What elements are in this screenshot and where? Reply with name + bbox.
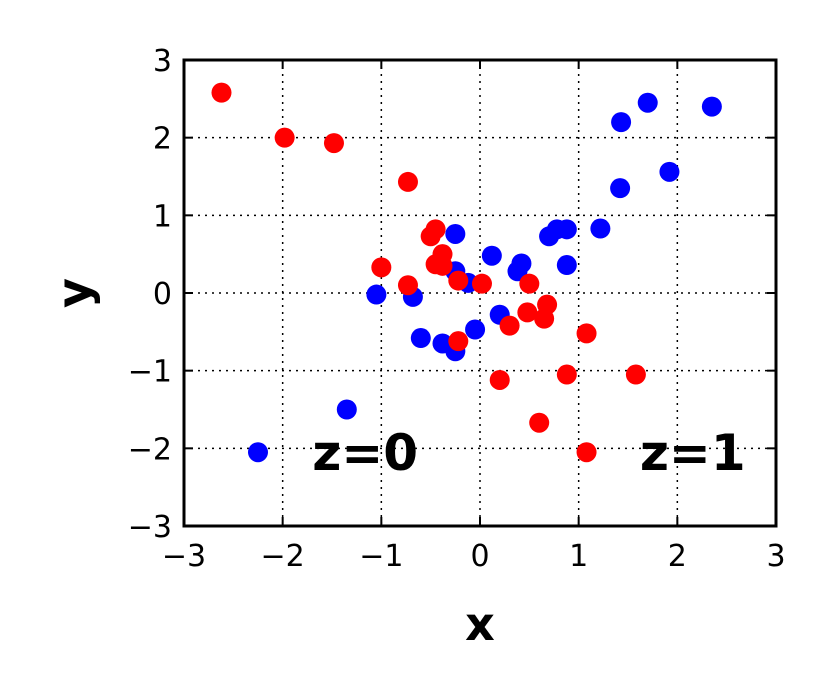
y-tick-label: −1 xyxy=(128,355,172,390)
y-tick-label: 3 xyxy=(153,44,172,79)
data-point-blue xyxy=(465,319,486,340)
x-tick-label: 0 xyxy=(470,539,489,574)
data-point-red xyxy=(397,171,418,192)
data-point-red xyxy=(576,323,597,344)
x-tick-label: −2 xyxy=(261,539,305,574)
data-point-red xyxy=(537,294,558,315)
data-point-red xyxy=(556,364,577,385)
data-point-red xyxy=(425,219,446,240)
data-point-red xyxy=(517,302,538,323)
annotations: z=0 z=1 xyxy=(312,424,745,482)
data-point-blue xyxy=(556,219,577,240)
data-point-red xyxy=(211,82,232,103)
x-tick-labels: −3 −2 −1 0 1 2 3 xyxy=(162,539,786,574)
data-point-blue xyxy=(481,245,502,266)
data-point-blue xyxy=(445,223,466,244)
y-axis-label: y xyxy=(47,278,101,308)
data-point-blue xyxy=(590,218,611,239)
data-point-blue xyxy=(511,253,532,274)
data-point-red xyxy=(529,412,550,433)
data-point-red xyxy=(448,331,469,352)
annotation-z1: z=1 xyxy=(640,424,746,482)
data-point-blue xyxy=(701,96,722,117)
y-tick-label: 1 xyxy=(153,199,172,234)
data-point-red xyxy=(323,133,344,154)
data-point-red xyxy=(397,275,418,296)
x-tick-label: −1 xyxy=(359,539,403,574)
y-tick-label: 0 xyxy=(153,277,172,312)
data-point-blue xyxy=(611,112,632,133)
y-tick-label: −3 xyxy=(128,510,172,545)
data-point-red xyxy=(519,273,540,294)
x-axis-label: x xyxy=(465,597,495,651)
x-tick-label: 3 xyxy=(766,539,785,574)
data-point-red xyxy=(625,364,646,385)
y-tick-label: −2 xyxy=(128,432,172,467)
data-point-red xyxy=(489,369,510,390)
data-point-red xyxy=(471,273,492,294)
data-point-blue xyxy=(336,399,357,420)
data-point-blue xyxy=(637,92,658,113)
y-tick-label: 2 xyxy=(153,122,172,157)
x-tick-label: 2 xyxy=(668,539,687,574)
y-tick-labels: −3 −2 −1 0 1 2 3 xyxy=(128,44,172,545)
data-point-blue xyxy=(659,161,680,182)
x-tick-label: −3 xyxy=(162,539,206,574)
data-point-blue xyxy=(366,284,387,305)
data-point-red xyxy=(576,442,597,463)
data-point-red xyxy=(448,270,469,291)
data-point-blue xyxy=(248,442,268,463)
data-point-red xyxy=(432,255,453,276)
annotation-z0: z=0 xyxy=(312,424,418,482)
data-points xyxy=(211,82,722,463)
axis-ticks xyxy=(183,59,777,527)
data-point-blue xyxy=(556,255,577,276)
data-point-blue xyxy=(610,178,631,199)
x-tick-label: 1 xyxy=(569,539,588,574)
data-point-red xyxy=(274,127,295,148)
data-point-red xyxy=(499,315,520,336)
data-point-red xyxy=(371,257,392,278)
data-point-blue xyxy=(410,328,431,349)
